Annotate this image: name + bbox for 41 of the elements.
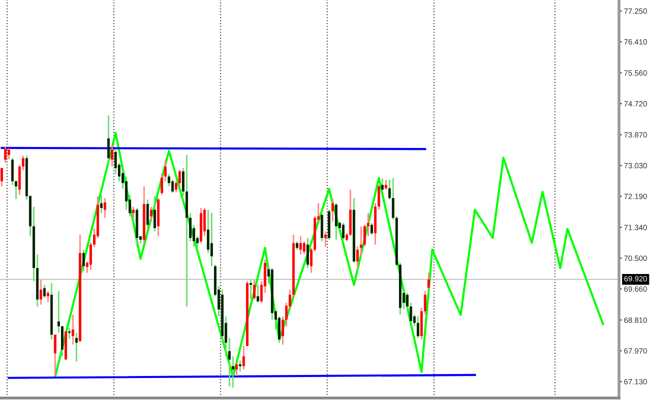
candlestick bbox=[171, 179, 174, 194]
candlestick bbox=[168, 173, 170, 188]
candlestick bbox=[320, 212, 324, 242]
candlestick bbox=[250, 279, 252, 300]
candlestick bbox=[384, 179, 388, 190]
candlestick bbox=[146, 198, 149, 230]
candlestick bbox=[43, 284, 46, 299]
candlestick bbox=[342, 222, 345, 241]
line-series bbox=[54, 132, 604, 378]
candlestick bbox=[324, 230, 327, 248]
candlestick bbox=[4, 146, 7, 164]
candlestick bbox=[40, 279, 42, 306]
candlestick bbox=[150, 206, 152, 222]
candlestick bbox=[210, 212, 213, 267]
candlestick bbox=[232, 356, 234, 388]
candlestick bbox=[381, 178, 384, 192]
candlestick bbox=[370, 222, 373, 236]
candlestick bbox=[299, 235, 302, 256]
candlestick bbox=[8, 148, 10, 160]
candlestick bbox=[331, 198, 334, 222]
candlestick bbox=[235, 362, 238, 377]
candlestick bbox=[72, 314, 74, 346]
candlestick bbox=[132, 206, 135, 219]
candlestick bbox=[11, 157, 14, 186]
candlestick bbox=[82, 249, 85, 272]
candlestick bbox=[242, 345, 245, 370]
candlestick bbox=[100, 194, 103, 214]
candlestick bbox=[68, 327, 71, 340]
candlestick bbox=[0, 167, 4, 188]
candlestick bbox=[54, 334, 56, 377]
candlestick bbox=[104, 197, 106, 219]
candlestick bbox=[75, 332, 78, 362]
candlestick bbox=[306, 237, 309, 269]
candlestick bbox=[334, 202, 338, 241]
candlestick bbox=[46, 290, 50, 303]
candlestick bbox=[154, 196, 156, 232]
candlestick bbox=[427, 272, 430, 290]
candlestick bbox=[110, 144, 114, 168]
candlestick bbox=[256, 284, 260, 304]
candlestick bbox=[14, 180, 18, 200]
candlestick bbox=[253, 279, 256, 300]
